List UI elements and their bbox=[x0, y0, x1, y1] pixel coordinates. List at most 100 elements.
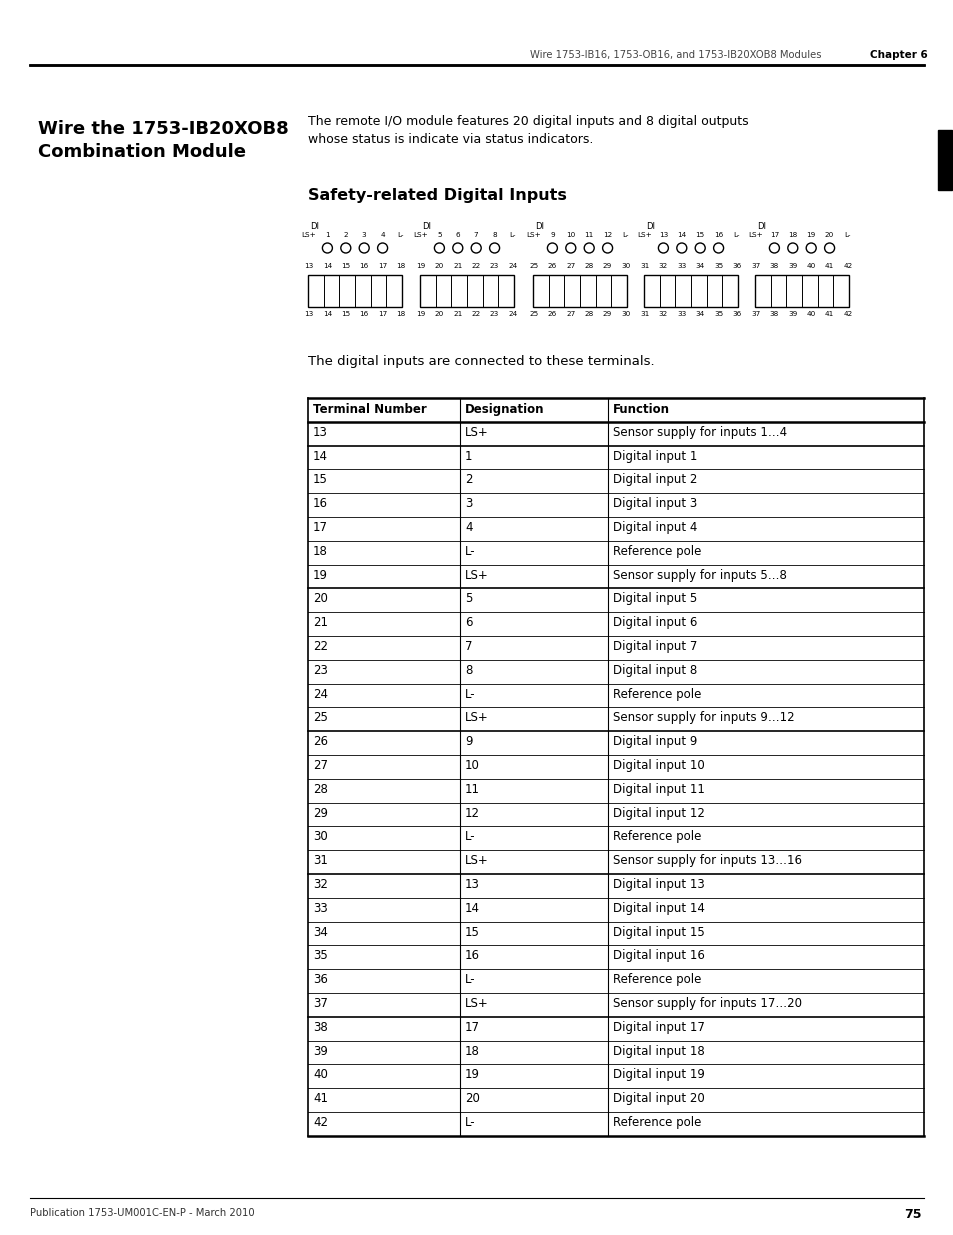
Text: 31: 31 bbox=[639, 263, 649, 269]
Text: 33: 33 bbox=[677, 311, 686, 317]
Text: 35: 35 bbox=[313, 950, 328, 962]
Text: 36: 36 bbox=[313, 973, 328, 987]
Text: 28: 28 bbox=[313, 783, 328, 795]
Text: Sensor supply for inputs 9…12: Sensor supply for inputs 9…12 bbox=[613, 711, 794, 725]
Text: Wire the 1753-IB20XOB8: Wire the 1753-IB20XOB8 bbox=[38, 120, 289, 138]
Text: 18: 18 bbox=[395, 311, 405, 317]
Text: 26: 26 bbox=[547, 311, 557, 317]
Text: 18: 18 bbox=[395, 263, 405, 269]
Text: DI: DI bbox=[310, 222, 318, 231]
Text: 15: 15 bbox=[695, 232, 704, 238]
Text: DI: DI bbox=[645, 222, 655, 231]
Text: 34: 34 bbox=[695, 311, 704, 317]
Text: 33: 33 bbox=[677, 263, 686, 269]
Text: 7: 7 bbox=[464, 640, 472, 653]
Bar bbox=[754, 275, 848, 308]
Text: 12: 12 bbox=[464, 806, 479, 820]
Text: 13: 13 bbox=[313, 426, 328, 438]
Text: 42: 42 bbox=[313, 1116, 328, 1129]
Text: 22: 22 bbox=[471, 263, 480, 269]
Text: 25: 25 bbox=[313, 711, 328, 725]
Bar bbox=[643, 275, 738, 308]
Text: 18: 18 bbox=[313, 545, 328, 558]
Text: 36: 36 bbox=[732, 263, 740, 269]
Text: Digital input 20: Digital input 20 bbox=[613, 1092, 704, 1105]
Text: 16: 16 bbox=[359, 263, 369, 269]
Text: 39: 39 bbox=[787, 263, 797, 269]
Text: L-: L- bbox=[843, 232, 850, 238]
Text: 13: 13 bbox=[304, 311, 314, 317]
Text: Chapter 6: Chapter 6 bbox=[869, 49, 926, 61]
Text: 17: 17 bbox=[377, 263, 387, 269]
Text: Reference pole: Reference pole bbox=[613, 1116, 700, 1129]
Text: Digital input 17: Digital input 17 bbox=[613, 1021, 704, 1034]
Text: 27: 27 bbox=[313, 760, 328, 772]
Bar bbox=[308, 275, 401, 308]
Text: 1: 1 bbox=[325, 232, 330, 238]
Text: 30: 30 bbox=[620, 311, 630, 317]
Text: LS+: LS+ bbox=[748, 232, 762, 238]
Text: L-: L- bbox=[464, 545, 476, 558]
Text: 18: 18 bbox=[787, 232, 797, 238]
Text: Reference pole: Reference pole bbox=[613, 688, 700, 700]
Text: 31: 31 bbox=[313, 855, 328, 867]
Text: 3: 3 bbox=[361, 232, 366, 238]
Text: 42: 42 bbox=[842, 263, 852, 269]
Text: Sensor supply for inputs 5…8: Sensor supply for inputs 5…8 bbox=[613, 568, 786, 582]
Text: Sensor supply for inputs 17…20: Sensor supply for inputs 17…20 bbox=[613, 997, 801, 1010]
Text: 18: 18 bbox=[464, 1045, 479, 1057]
Text: 16: 16 bbox=[313, 498, 328, 510]
Text: 30: 30 bbox=[620, 263, 630, 269]
Text: DI: DI bbox=[535, 222, 543, 231]
Text: 8: 8 bbox=[464, 663, 472, 677]
Text: 11: 11 bbox=[584, 232, 593, 238]
Text: 24: 24 bbox=[508, 263, 517, 269]
Text: Reference pole: Reference pole bbox=[613, 973, 700, 987]
Text: Sensor supply for inputs 1…4: Sensor supply for inputs 1…4 bbox=[613, 426, 786, 438]
Text: Safety-related Digital Inputs: Safety-related Digital Inputs bbox=[308, 188, 566, 203]
Text: 41: 41 bbox=[824, 263, 833, 269]
Text: 6: 6 bbox=[455, 232, 459, 238]
Text: 31: 31 bbox=[639, 311, 649, 317]
Text: 11: 11 bbox=[464, 783, 479, 795]
Text: 13: 13 bbox=[659, 232, 667, 238]
Text: 34: 34 bbox=[313, 925, 328, 939]
Text: L-: L- bbox=[464, 973, 476, 987]
Text: 34: 34 bbox=[695, 263, 704, 269]
Text: 4: 4 bbox=[380, 232, 384, 238]
Text: Digital input 5: Digital input 5 bbox=[613, 593, 697, 605]
Text: 17: 17 bbox=[464, 1021, 479, 1034]
Text: LS+: LS+ bbox=[414, 232, 428, 238]
Text: 41: 41 bbox=[824, 311, 833, 317]
Text: Function: Function bbox=[613, 403, 669, 416]
Text: 25: 25 bbox=[529, 311, 538, 317]
Text: 27: 27 bbox=[565, 311, 575, 317]
Text: Digital input 1: Digital input 1 bbox=[613, 450, 697, 463]
Text: 38: 38 bbox=[769, 263, 779, 269]
Text: 29: 29 bbox=[313, 806, 328, 820]
Text: L-: L- bbox=[397, 232, 404, 238]
Text: 28: 28 bbox=[584, 311, 593, 317]
Text: Combination Module: Combination Module bbox=[38, 143, 246, 161]
Text: 7: 7 bbox=[474, 232, 478, 238]
Text: 12: 12 bbox=[602, 232, 612, 238]
Text: 25: 25 bbox=[529, 263, 538, 269]
Text: 32: 32 bbox=[659, 263, 667, 269]
Text: 19: 19 bbox=[464, 1068, 479, 1082]
Text: 75: 75 bbox=[903, 1208, 921, 1221]
Text: 37: 37 bbox=[751, 311, 760, 317]
Text: LS+: LS+ bbox=[637, 232, 652, 238]
Text: 36: 36 bbox=[732, 311, 740, 317]
Bar bbox=[533, 275, 626, 308]
Text: Digital input 12: Digital input 12 bbox=[613, 806, 704, 820]
Text: 15: 15 bbox=[313, 473, 328, 487]
Text: 20: 20 bbox=[435, 311, 443, 317]
Text: 32: 32 bbox=[313, 878, 328, 890]
Text: Digital input 13: Digital input 13 bbox=[613, 878, 704, 890]
Text: 9: 9 bbox=[550, 232, 554, 238]
Text: 38: 38 bbox=[313, 1021, 328, 1034]
Text: 40: 40 bbox=[313, 1068, 328, 1082]
Text: 19: 19 bbox=[416, 263, 425, 269]
Text: 24: 24 bbox=[313, 688, 328, 700]
Text: 14: 14 bbox=[677, 232, 686, 238]
